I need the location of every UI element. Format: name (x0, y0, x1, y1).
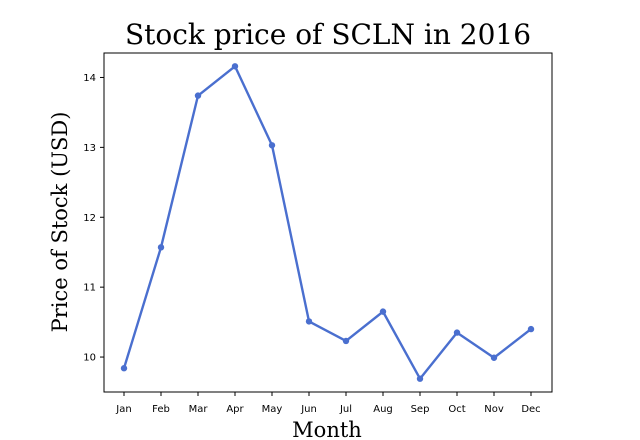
series-line (122, 65, 533, 380)
y-tick-label: 11 (83, 283, 96, 294)
y-tick-label: 12 (83, 213, 96, 224)
x-axis-label: Month (292, 418, 362, 440)
plot-area-frame (103, 52, 553, 393)
data-point (379, 308, 387, 315)
x-tick-label: Apr (226, 404, 244, 415)
series-layer (120, 63, 535, 382)
y-axis: 10 11 12 13 14 (83, 73, 104, 364)
data-point (342, 337, 350, 345)
x-tick-label: Mar (189, 404, 209, 415)
data-point (416, 375, 424, 382)
x-axis: Jan Feb Mar Apr May Jun Jul Aug Sep Oct Nov Dec (115, 392, 541, 415)
data-point (305, 318, 313, 325)
data-point (453, 329, 461, 336)
data-point (268, 142, 276, 149)
x-tick-label: Aug (373, 404, 393, 415)
y-tick-label: 14 (83, 73, 96, 84)
x-tick-label: Oct (448, 404, 465, 415)
x-tick-label: Nov (484, 404, 504, 415)
data-point (231, 63, 239, 70)
x-tick-label: Feb (152, 404, 170, 415)
y-tick-label: 10 (83, 353, 96, 364)
y-axis-label: Price of Stock (USD) (48, 112, 72, 333)
x-tick-label: Sep (411, 404, 430, 415)
chart-title: Stock price of SCLN in 2016 (125, 18, 531, 51)
x-tick-label: Jun (300, 404, 317, 415)
x-tick-label: May (262, 404, 283, 415)
x-tick-label: Jul (339, 404, 352, 415)
data-point (157, 244, 165, 251)
data-point (490, 354, 498, 361)
data-point (194, 92, 202, 99)
y-tick-label: 13 (83, 143, 96, 154)
x-tick-label: Jan (115, 404, 131, 415)
data-point (527, 325, 535, 333)
data-point (120, 365, 128, 372)
x-tick-label: Dec (521, 404, 540, 415)
